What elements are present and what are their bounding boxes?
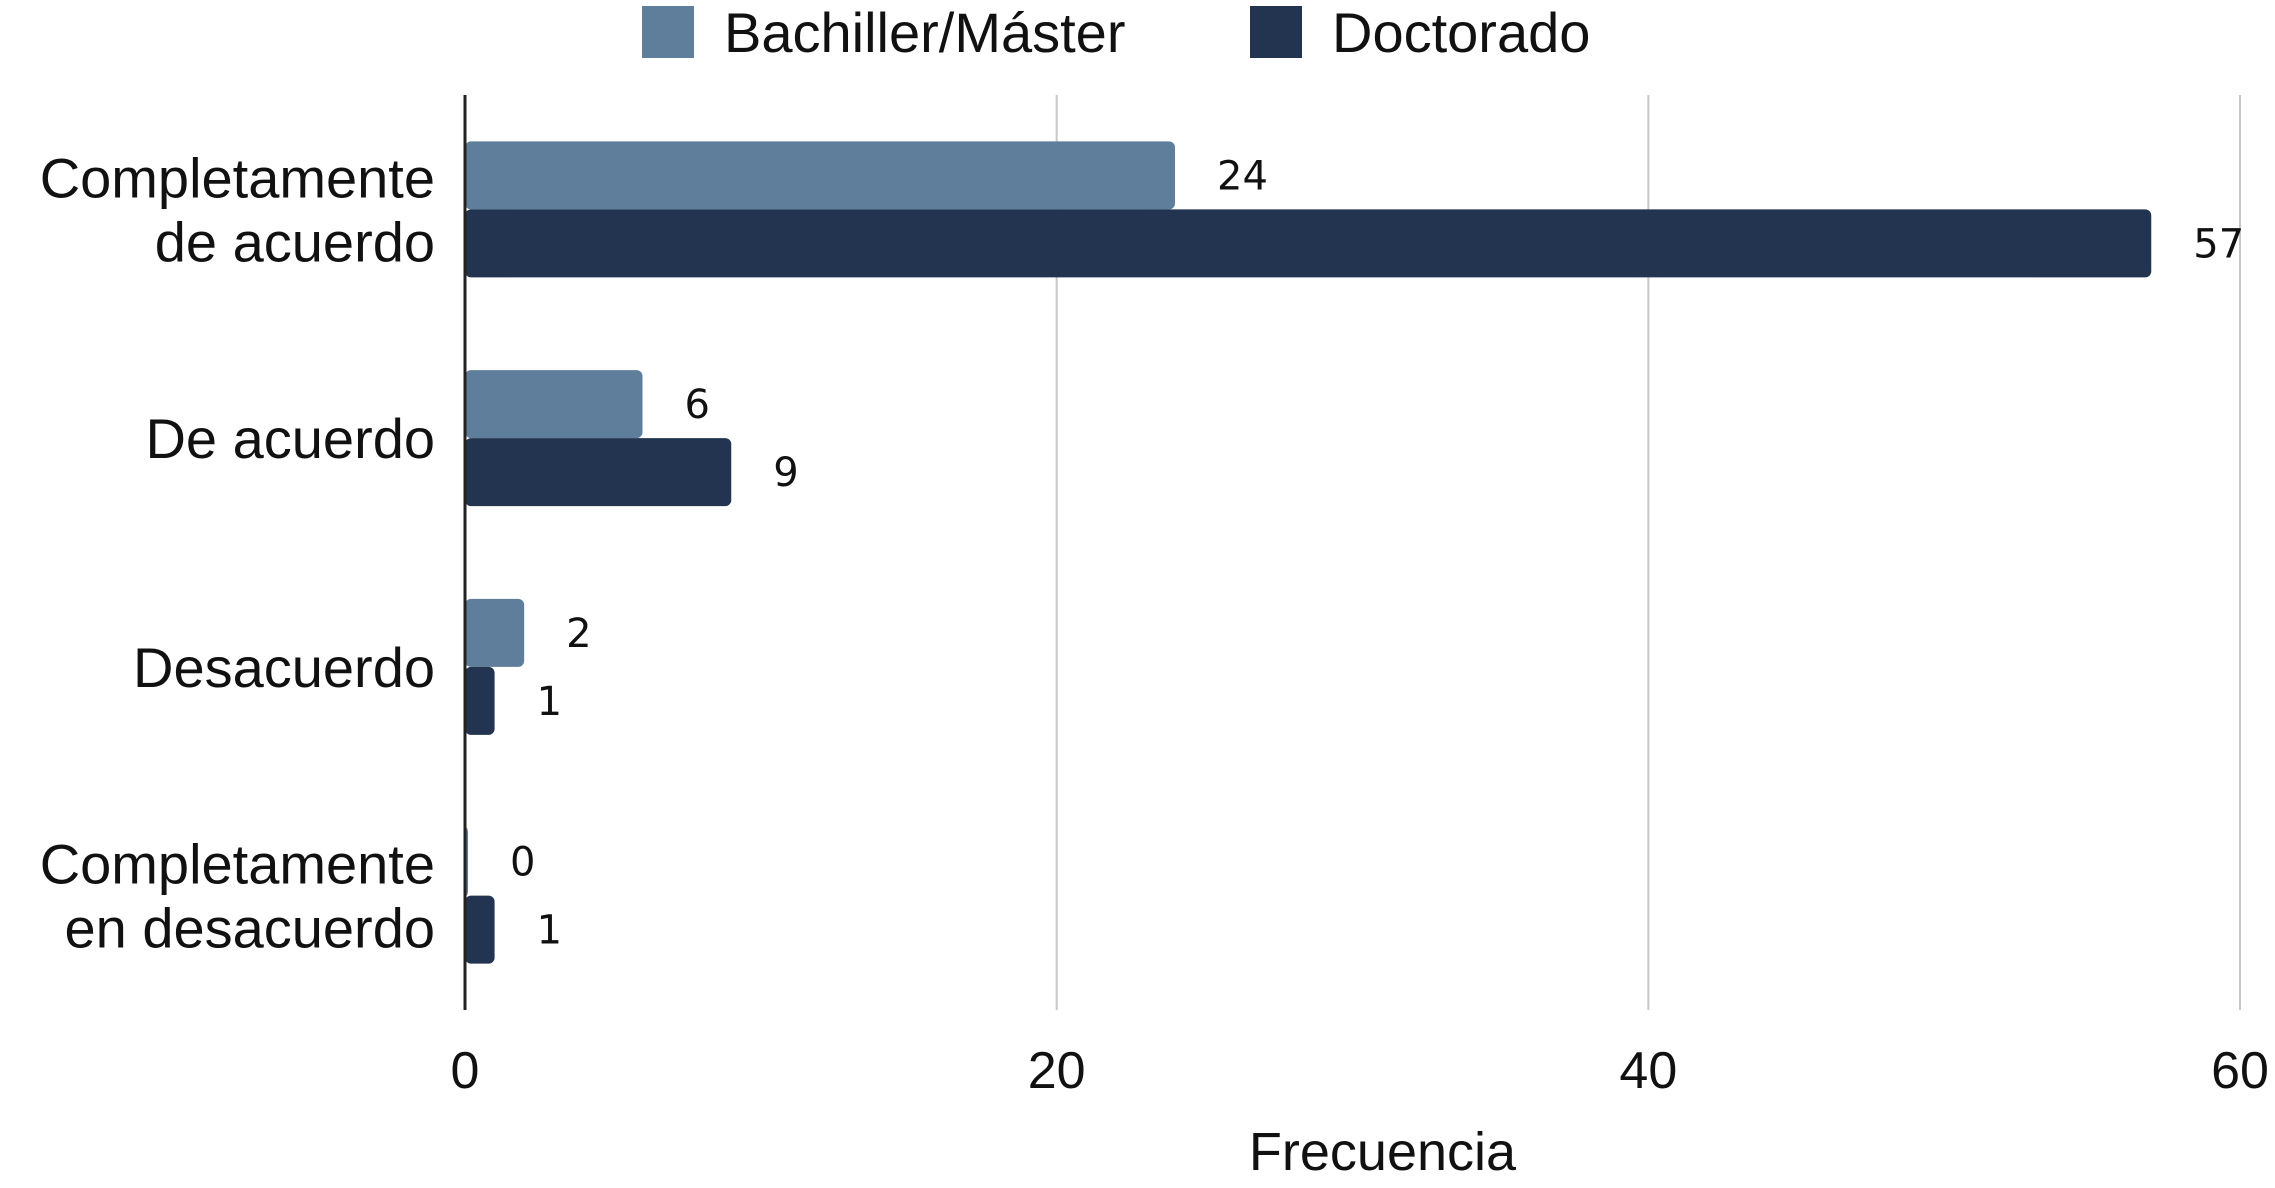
bar-doctorado-0 [465, 209, 2152, 278]
x-axis-title: Frecuencia [1249, 1122, 1517, 1182]
category-label-3-line-0: Completamente [40, 833, 435, 896]
data-label-bachiller-master-1: 6 [685, 382, 710, 428]
x-tick-label-20: 20 [1028, 1042, 1086, 1100]
legend: Bachiller/Máster Doctorado [642, 1, 1590, 64]
bar-doctorado-1 [465, 438, 732, 507]
x-tick-labels: 0 20 40 60 [451, 1042, 2269, 1100]
bar-doctorado-3 [465, 895, 495, 964]
x-tick-label-60: 60 [2211, 1042, 2269, 1100]
legend-label-bachiller-master: Bachiller/Máster [724, 1, 1125, 64]
x-tick-label-0: 0 [451, 1042, 480, 1100]
legend-swatch-bachiller-master [642, 6, 694, 58]
bar-doctorado-2 [465, 666, 495, 735]
data-label-bachiller-master-3: 0 [510, 840, 535, 886]
bars [465, 141, 2152, 964]
data-label-doctorado-2: 1 [537, 679, 562, 725]
data-label-doctorado-0: 57 [2193, 221, 2244, 267]
category-label-0-line-0: Completamente [40, 146, 435, 209]
category-label-0-line-1: de acuerdo [155, 210, 435, 273]
bar-bachiller-master-2 [465, 598, 525, 667]
legend-swatch-doctorado [1250, 6, 1302, 58]
data-label-doctorado-3: 1 [537, 908, 562, 954]
category-label-1-line-0: De acuerdo [145, 407, 435, 470]
data-label-bachiller-master-0: 24 [1217, 153, 1268, 199]
bar-bachiller-master-1 [465, 370, 643, 439]
category-label-2-line-0: Desacuerdo [133, 636, 435, 699]
x-tick-label-40: 40 [1619, 1042, 1677, 1100]
category-label-3-line-1: en desacuerdo [64, 897, 435, 960]
legend-label-doctorado: Doctorado [1332, 1, 1590, 64]
bar-bachiller-master-0 [465, 141, 1175, 210]
data-label-bachiller-master-2: 2 [566, 611, 591, 657]
data-label-doctorado-1: 9 [773, 450, 798, 496]
